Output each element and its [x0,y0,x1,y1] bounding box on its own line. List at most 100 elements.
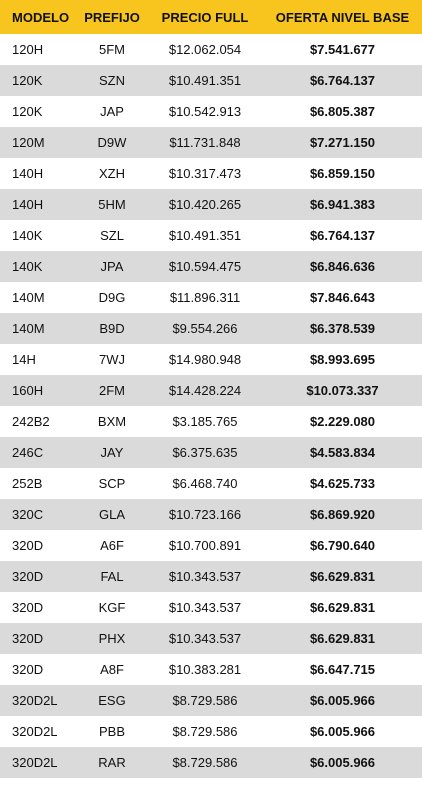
oferta-cell: $6.005.966 [309,755,376,770]
modelo-cell: 160H [12,383,44,398]
modelo-cell: 320D [12,538,44,553]
oferta-cell: $6.805.387 [309,104,376,119]
oferta-cell: $8.993.695 [309,352,376,367]
table-row: 320D FAL $10.343.537 $6.629.831 [0,561,422,592]
oferta-cell: $6.764.137 [309,228,376,243]
table-row: 140M B9D $9.554.266 $6.378.539 [0,313,422,344]
prefijo-cell: ESG [98,693,126,708]
modelo-cell: 242B2 [12,414,50,429]
modelo-cell: 320D2L [12,755,58,770]
table-row: 320D2L RAR $8.729.586 $6.005.966 [0,747,422,778]
prefijo-cell: 5FM [99,42,125,57]
table-row: 14H 7WJ $14.980.948 $8.993.695 [0,344,422,375]
table-row: 140H 5HM $10.420.265 $6.941.383 [0,189,422,220]
precio-full-cell: $3.185.765 [172,414,238,429]
precio-full-cell: $10.700.891 [168,538,242,553]
modelo-cell: 140H [12,166,44,181]
modelo-cell: 252B [12,476,43,491]
oferta-cell: $6.846.636 [309,259,376,274]
precio-full-cell: $10.420.265 [168,197,242,212]
header-cell: PRECIO FULL [161,9,249,25]
prefijo-cell: JAP [100,104,124,119]
header-cell: MODELO [12,9,70,25]
prefijo-cell: BXM [97,414,127,429]
precio-full-cell: $11.731.848 [169,135,241,150]
precio-full-cell: $8.729.586 [172,693,238,708]
oferta-cell: $6.647.715 [309,662,376,677]
oferta-cell: $6.629.831 [309,631,376,646]
precio-full-cell: $10.343.537 [168,631,242,646]
precio-full-cell: $10.491.351 [168,73,242,88]
prefijo-cell: SCP [98,476,126,491]
table-row: 320D2L PBB $8.729.586 $6.005.966 [0,716,422,747]
precio-full-cell: $10.317.473 [168,166,242,181]
prefijo-cell: 2FM [99,383,125,398]
table-row: 140H XZH $10.317.473 $6.859.150 [0,158,422,189]
modelo-cell: 120K [12,73,43,88]
table-row: 252B SCP $6.468.740 $4.625.733 [0,468,422,499]
prefijo-cell: 5HM [98,197,126,212]
oferta-cell: $6.869.920 [309,507,376,522]
table-row: 320D KGF $10.343.537 $6.629.831 [0,592,422,623]
precio-full-cell: $14.428.224 [168,383,242,398]
modelo-cell: 320D [12,600,44,615]
precio-full-cell: $10.343.537 [168,569,242,584]
modelo-cell: 140H [12,197,44,212]
precio-full-cell: $10.491.351 [168,228,242,243]
prefijo-cell: D9W [97,135,127,150]
prefijo-cell: PBB [98,724,125,739]
prefijo-cell: KGF [98,600,126,615]
oferta-cell: $6.629.831 [309,600,376,615]
precio-full-cell: $8.729.586 [172,724,238,739]
oferta-cell: $4.625.733 [309,476,376,491]
prefijo-cell: D9G [98,290,126,305]
modelo-cell: 246C [12,445,44,460]
modelo-cell: 140M [12,321,45,336]
table-row: 120K JAP $10.542.913 $6.805.387 [0,96,422,127]
precio-full-cell: $6.375.635 [172,445,238,460]
precio-full-cell: $10.343.537 [168,600,242,615]
modelo-cell: 140M [12,290,45,305]
prefijo-cell: JPA [100,259,124,274]
header-cell: OFERTA NIVEL BASE [275,9,410,25]
oferta-cell: $6.378.539 [309,321,376,336]
oferta-cell: $7.541.677 [309,42,376,57]
oferta-cell: $6.764.137 [309,73,376,88]
table-row: 320D2L ESG $8.729.586 $6.005.966 [0,685,422,716]
oferta-cell: $6.629.831 [309,569,376,584]
prefijo-cell: PHX [98,631,126,646]
modelo-cell: 320D [12,662,44,677]
oferta-cell: $6.005.966 [309,693,376,708]
precio-full-cell: $10.383.281 [168,662,242,677]
oferta-cell: $6.005.966 [309,724,376,739]
table-row: 320D PHX $10.343.537 $6.629.831 [0,623,422,654]
prefijo-cell: SZL [100,228,124,243]
oferta-cell: $6.941.383 [309,197,376,212]
table-row: 140K JPA $10.594.475 $6.846.636 [0,251,422,282]
table-row: 120M D9W $11.731.848 $7.271.150 [0,127,422,158]
table-row: 160H 2FM $14.428.224 $10.073.337 [0,375,422,406]
table-row: 320D A8F $10.383.281 $6.647.715 [0,654,422,685]
precio-full-cell: $14.980.948 [168,352,242,367]
modelo-cell: 320C [12,507,44,522]
modelo-cell: 320D2L [12,693,58,708]
price-table: MODELO PREFIJO PRECIO FULL OFERTA NIVEL BAS… [0,0,422,778]
table-row: 140M D9G $11.896.311 $7.846.643 [0,282,422,313]
prefijo-cell: A6F [100,538,124,553]
table-body: 120H 5FM $12.062.054 $7.541.677 120K SZN $10.4… [0,34,422,778]
precio-full-cell: $8.729.586 [172,755,238,770]
prefijo-cell: JAY [100,445,124,460]
precio-full-cell: $10.594.475 [168,259,242,274]
table-row: 246C JAY $6.375.635 $4.583.834 [0,437,422,468]
modelo-cell: 120K [12,104,43,119]
prefijo-cell: FAL [100,569,124,584]
oferta-cell: $2.229.080 [309,414,376,429]
prefijo-cell: GLA [98,507,125,522]
precio-full-cell: $6.468.740 [172,476,238,491]
prefijo-cell: SZN [99,73,125,88]
oferta-cell: $7.846.643 [309,290,376,305]
precio-full-cell: $11.896.311 [169,290,241,305]
header-row: MODELO PREFIJO PRECIO FULL OFERTA NIVEL BAS… [0,0,422,34]
oferta-cell: $6.859.150 [309,166,376,181]
